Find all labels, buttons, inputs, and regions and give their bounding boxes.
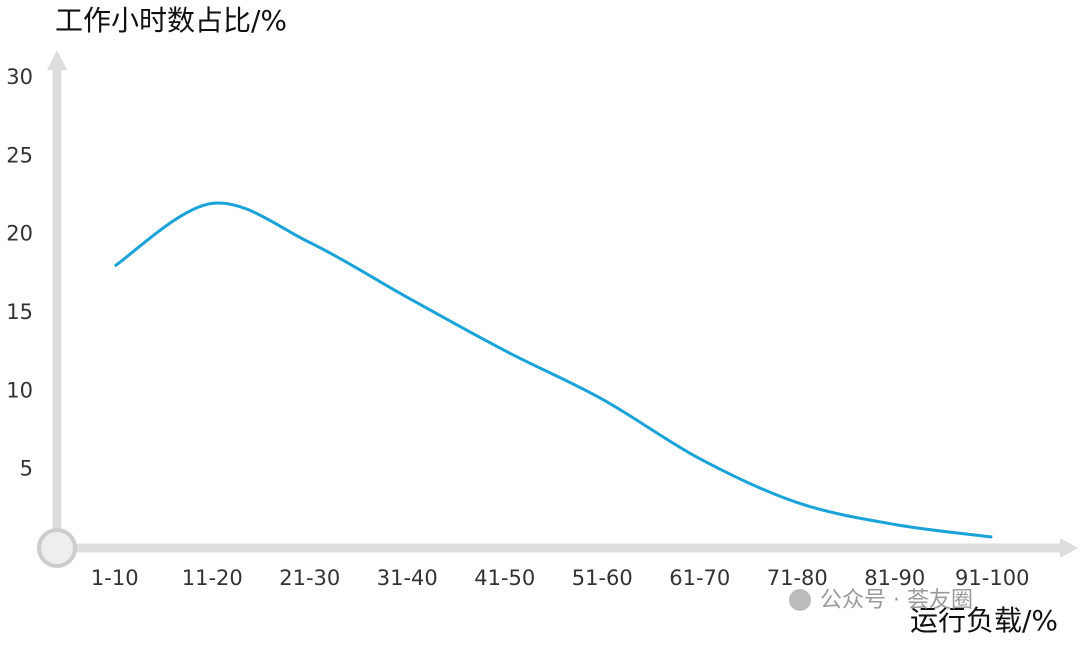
x-tick-label: 81-90 [864,566,925,590]
y-axis-title: 工作小时数占比/% [55,4,287,37]
y-tick-label: 10 [6,378,33,402]
line-series [113,201,993,539]
x-axis-arrow [1060,538,1078,558]
watermark-group: 公众号 · 荟友圈 [789,588,973,613]
x-tick-label: 41-50 [474,566,535,590]
x-tick-label: 71-80 [767,566,828,590]
x-tick-label: 31-40 [377,566,438,590]
x-tick-label: 1-10 [91,566,139,590]
y-tick-label: 5 [20,457,33,481]
x-tick-label: 91-100 [955,566,1029,590]
x-tick-label: 51-60 [572,566,633,590]
y-axis-arrow [47,50,67,70]
origin-knob [37,528,77,568]
x-axis-title: 运行负载/% [910,604,1058,637]
y-tick-label: 30 [6,65,33,89]
watermark: 公众号 · 荟友圈 [820,588,973,613]
x-tick-label: 61-70 [669,566,730,590]
y-tick-label: 20 [6,222,33,246]
x-tick-label: 21-30 [279,566,340,590]
watermark-icon [789,589,811,611]
x-tick-label: 11-20 [182,566,243,590]
y-tick-label: 15 [6,300,33,324]
y-tick-label: 25 [6,143,33,167]
